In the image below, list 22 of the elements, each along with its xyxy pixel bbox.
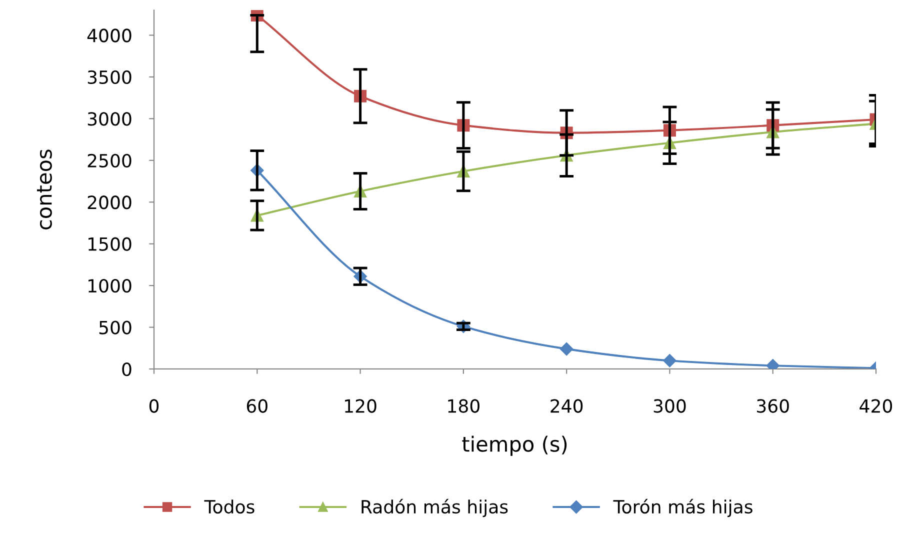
y-tick-label: 3500 xyxy=(88,70,132,84)
y-tick-label: 1000 xyxy=(88,279,132,293)
x-tick-label: 0 xyxy=(149,399,159,413)
y-tick-label: 500 xyxy=(99,320,132,334)
x-tick-label: 240 xyxy=(550,399,583,413)
y-tick-label: 2500 xyxy=(88,154,132,168)
x-tick-label: 300 xyxy=(654,399,686,413)
x-axis-title: tiempo (s) xyxy=(462,436,567,456)
x-tick-label: 420 xyxy=(860,399,892,413)
y-tick-label: 4000 xyxy=(87,28,132,42)
y-axis-title: conteos xyxy=(37,150,52,230)
x-tick-label: 120 xyxy=(345,399,376,413)
x-tick-label: 180 xyxy=(448,399,480,413)
legend-label: Radón más hijas xyxy=(362,498,508,518)
legend-label: Torón más hijas xyxy=(613,498,752,518)
y-tick-label: 3000 xyxy=(88,112,132,126)
legend-label: Todos xyxy=(204,500,254,514)
x-tick-label: 360 xyxy=(757,399,789,413)
y-tick-label: 0 xyxy=(122,362,132,376)
y-tick-label: 2000 xyxy=(88,196,132,210)
x-tick-label: 60 xyxy=(246,399,268,413)
y-tick-label: 1500 xyxy=(88,237,132,251)
